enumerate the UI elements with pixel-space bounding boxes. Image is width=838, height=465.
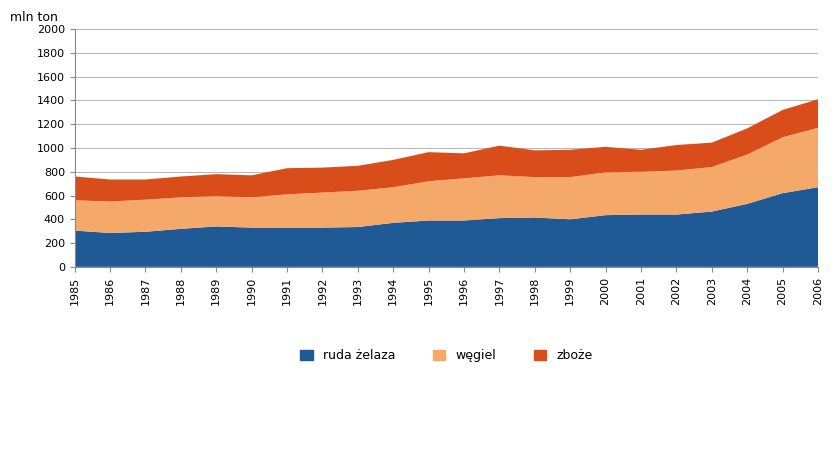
Y-axis label: mln ton: mln ton (10, 12, 58, 24)
Legend: ruda żelaza, węgiel, zboże: ruda żelaza, węgiel, zboże (295, 345, 597, 367)
